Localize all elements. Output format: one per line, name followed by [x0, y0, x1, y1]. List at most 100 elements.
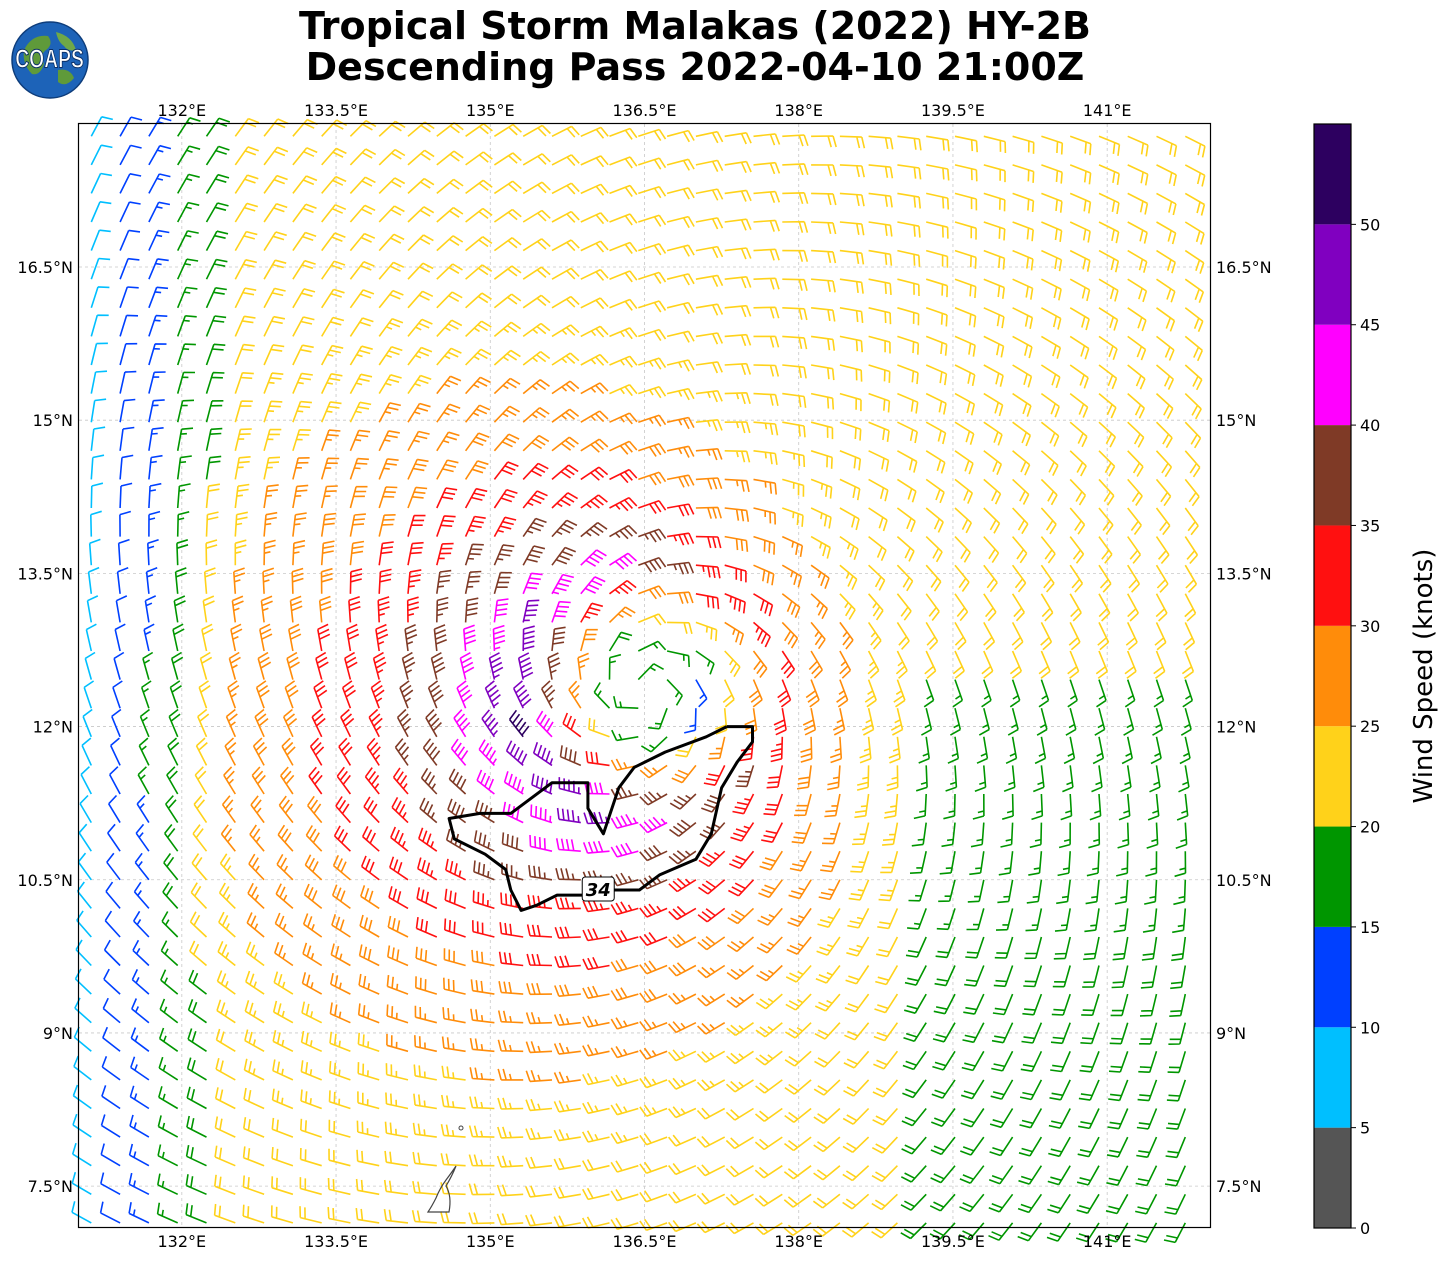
wind-barb [782, 307, 808, 321]
wind-barb [158, 1056, 179, 1081]
wind-barb [925, 507, 944, 533]
wind-barb [580, 240, 609, 253]
wind-barb [1049, 1079, 1071, 1101]
wind-barb [669, 819, 697, 837]
wind-barb [554, 955, 581, 968]
wind-barb [867, 650, 880, 679]
wind-barb [871, 1193, 898, 1211]
wind-barb [551, 210, 580, 223]
wind-barb [666, 416, 695, 430]
wind-barb [140, 680, 152, 709]
wind-barb [839, 164, 865, 178]
wind-barb [839, 335, 863, 353]
wind-barb [90, 286, 110, 309]
wind-barb [157, 1173, 179, 1196]
wind-barb [1127, 478, 1143, 506]
wind-barb [473, 860, 495, 881]
wind-barb [900, 1193, 927, 1211]
wind-barb [468, 1212, 495, 1225]
wind-barb [752, 650, 768, 678]
wind-barb [1165, 1136, 1187, 1159]
wind-barb [436, 235, 464, 252]
wind-barb [867, 593, 884, 621]
wind-barb [465, 292, 492, 309]
wind-barb [954, 135, 978, 153]
wind-barb [344, 651, 358, 680]
wind-barb [82, 708, 93, 738]
wind-barb [811, 135, 837, 148]
wind-barb [1051, 993, 1071, 1016]
wind-barb [695, 188, 724, 201]
wind-barb [387, 915, 409, 938]
wind-barb [555, 838, 581, 852]
wind-barb [991, 1050, 1014, 1072]
wind-barb [1075, 1222, 1100, 1243]
wind-barb [1170, 965, 1187, 990]
wind-barb [696, 1192, 726, 1205]
wind-barb [868, 307, 892, 325]
wind-barb [1076, 1165, 1100, 1186]
wind-barb [820, 850, 841, 873]
wind-barb [415, 916, 438, 938]
wind-barb [459, 651, 475, 680]
wind-barb [925, 364, 948, 386]
wind-barb [666, 301, 695, 315]
wind-barb [1166, 1079, 1187, 1102]
wind-barb [580, 212, 609, 225]
wind-barb [843, 1050, 870, 1069]
wind-barb [468, 1154, 495, 1167]
wind-barb [234, 202, 259, 223]
wind-barb [231, 595, 244, 623]
wind-barb [991, 1022, 1014, 1044]
wind-barb [1152, 707, 1164, 736]
wind-barb [852, 822, 870, 846]
wind-barb [234, 511, 248, 537]
wind-barb [755, 1050, 783, 1066]
wind-barb [755, 1079, 783, 1094]
wind-barb [213, 1203, 236, 1224]
wind-barb [361, 826, 380, 852]
wind-barb [292, 259, 316, 280]
wind-barb [666, 359, 695, 372]
wind-barb [637, 613, 667, 626]
wind-barb [271, 1147, 294, 1167]
wind-barb [436, 459, 459, 480]
wind-barb [493, 265, 522, 280]
wind-barb [292, 484, 309, 509]
wind-barb [1098, 249, 1120, 273]
wind-barb [868, 278, 892, 295]
wind-barb [176, 315, 197, 337]
wind-barb [320, 344, 344, 366]
wind-barb [292, 288, 316, 309]
wind-barb [441, 1036, 466, 1053]
wind-barb [359, 914, 380, 938]
wind-barb [263, 539, 276, 566]
wind-barb [278, 795, 294, 824]
wind-barb [407, 290, 434, 309]
wind-barb [695, 679, 708, 708]
wind-barb [1098, 364, 1118, 390]
wind-barb [639, 1133, 668, 1146]
wind-barb [1034, 736, 1047, 765]
wind-barb [302, 913, 323, 938]
wind-barb [100, 1114, 121, 1138]
wind-barb [388, 886, 409, 910]
wind-barb [436, 375, 462, 395]
lat-tick-label-left: 9°N [43, 1024, 73, 1043]
wind-barb [783, 1193, 812, 1208]
wind-barb [639, 960, 668, 975]
wind-barb [666, 330, 695, 343]
wind-barb [263, 484, 279, 509]
wind-barb [637, 663, 664, 681]
wind-barb [147, 538, 159, 566]
wind-barb [245, 970, 265, 995]
wind-barb [639, 1161, 668, 1174]
wind-barb [1139, 993, 1158, 1017]
wind-barb [639, 903, 668, 918]
wind-barb [954, 307, 977, 328]
wind-barb [868, 450, 890, 472]
wind-barb [525, 1156, 553, 1169]
wind-barb [931, 1079, 956, 1099]
wind-barb [411, 1210, 437, 1224]
wind-barb [697, 964, 726, 979]
